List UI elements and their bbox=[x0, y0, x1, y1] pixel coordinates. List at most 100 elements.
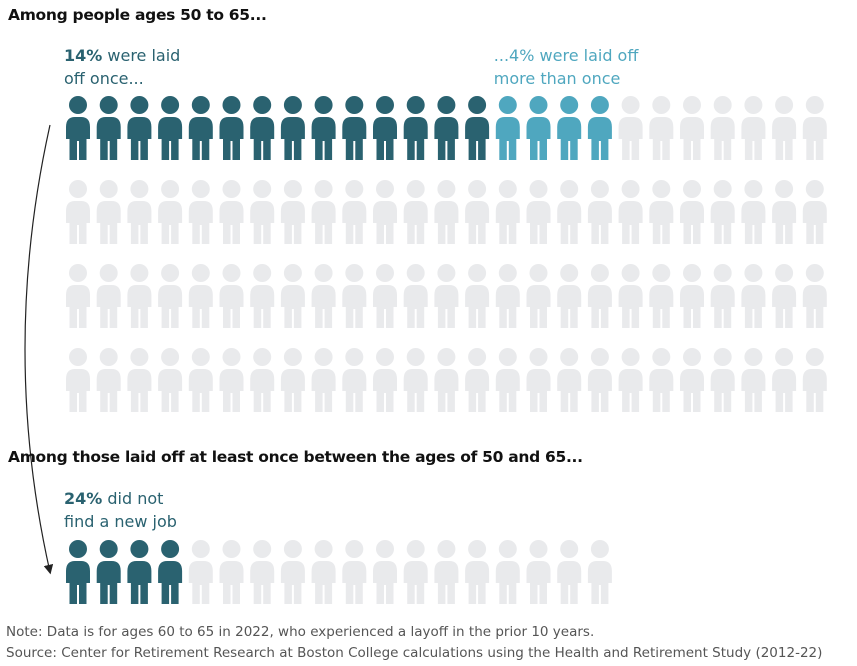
empty-icon bbox=[403, 180, 428, 244]
icon-body bbox=[403, 117, 428, 160]
empty-icon bbox=[66, 348, 90, 412]
icon-body bbox=[618, 201, 643, 244]
empty-icon bbox=[311, 540, 336, 604]
empty-icon bbox=[434, 264, 459, 328]
icon-head bbox=[468, 348, 487, 366]
empty-icon bbox=[587, 348, 612, 412]
note: Note: Data is for ages 60 to 65 in 2022,… bbox=[6, 624, 595, 640]
icon-head bbox=[191, 180, 210, 198]
icon-body bbox=[250, 369, 275, 412]
empty-icon bbox=[188, 264, 213, 328]
icon-body bbox=[587, 201, 612, 244]
icon-head bbox=[713, 348, 732, 366]
empty-icon bbox=[526, 348, 551, 412]
icon-head bbox=[437, 540, 456, 558]
icon-head bbox=[130, 96, 149, 114]
empty-icon bbox=[802, 348, 827, 412]
empty-icon bbox=[373, 264, 397, 328]
icon-body bbox=[250, 201, 275, 244]
icon-head bbox=[468, 264, 487, 282]
icon-body bbox=[250, 285, 275, 328]
empty-icon bbox=[465, 540, 490, 604]
icon-head bbox=[468, 180, 487, 198]
person-icon bbox=[557, 96, 582, 160]
icon-head bbox=[498, 180, 517, 198]
icon-body bbox=[772, 201, 797, 244]
empty-icon bbox=[802, 180, 827, 244]
icon-body bbox=[280, 201, 305, 244]
icon-body bbox=[311, 285, 336, 328]
icon-body bbox=[219, 201, 244, 244]
icon-head bbox=[805, 348, 824, 366]
empty-icon bbox=[495, 180, 520, 244]
icon-head bbox=[253, 540, 272, 558]
icon-head bbox=[376, 264, 394, 282]
icon-body bbox=[66, 561, 90, 604]
empty-icon bbox=[680, 264, 704, 328]
icon-head bbox=[376, 180, 394, 198]
icon-head bbox=[130, 540, 149, 558]
empty-icon bbox=[526, 540, 551, 604]
empty-icon bbox=[158, 180, 183, 244]
empty-icon bbox=[373, 348, 397, 412]
icon-body bbox=[772, 285, 797, 328]
person-icon bbox=[311, 96, 336, 160]
empty-icon bbox=[96, 264, 121, 328]
empty-icon bbox=[250, 264, 275, 328]
icon-body bbox=[649, 369, 674, 412]
icon-body bbox=[96, 285, 121, 328]
empty-icon bbox=[373, 540, 397, 604]
icon-head bbox=[560, 96, 579, 114]
empty-icon bbox=[557, 348, 582, 412]
icon-body bbox=[219, 117, 244, 160]
icon-head bbox=[713, 96, 732, 114]
icon-head bbox=[161, 540, 180, 558]
icon-body bbox=[434, 117, 459, 160]
person-icon bbox=[127, 96, 152, 160]
icon-head bbox=[99, 264, 118, 282]
empty-icon bbox=[618, 180, 643, 244]
icon-head bbox=[406, 348, 425, 366]
icon-body bbox=[434, 201, 459, 244]
icon-head bbox=[161, 180, 180, 198]
empty-icon bbox=[465, 180, 490, 244]
icon-head bbox=[590, 540, 609, 558]
icon-body bbox=[802, 369, 827, 412]
icon-body bbox=[557, 201, 582, 244]
icon-head bbox=[437, 348, 456, 366]
empty-icon bbox=[802, 264, 827, 328]
icon-head bbox=[253, 264, 272, 282]
empty-icon bbox=[188, 180, 213, 244]
icon-head bbox=[621, 180, 640, 198]
icon-head bbox=[283, 348, 302, 366]
chart-title: Among those laid off at least once betwe… bbox=[8, 448, 583, 466]
icon-head bbox=[683, 96, 701, 114]
icon-body bbox=[127, 369, 152, 412]
empty-icon bbox=[403, 540, 428, 604]
empty-icon bbox=[66, 264, 90, 328]
arrow bbox=[24, 124, 54, 575]
icon-head bbox=[161, 264, 180, 282]
icon-head bbox=[161, 348, 180, 366]
value-label: 14% bbox=[64, 46, 103, 65]
icon-body bbox=[280, 369, 305, 412]
icon-body bbox=[158, 561, 183, 604]
person-icon bbox=[280, 96, 305, 160]
icon-body bbox=[311, 201, 336, 244]
icon-head bbox=[652, 348, 671, 366]
empty-icon bbox=[557, 540, 582, 604]
icon-head bbox=[437, 96, 456, 114]
empty-icon bbox=[465, 264, 490, 328]
empty-icon bbox=[526, 180, 551, 244]
empty-icon bbox=[373, 180, 397, 244]
empty-icon bbox=[311, 348, 336, 412]
icon-body bbox=[342, 561, 367, 604]
icon-head bbox=[529, 264, 548, 282]
icon-body bbox=[802, 117, 827, 160]
icon-body bbox=[680, 201, 704, 244]
icon-head bbox=[345, 264, 364, 282]
icon-head bbox=[744, 348, 763, 366]
icon-body bbox=[741, 369, 766, 412]
person-icon bbox=[403, 96, 428, 160]
